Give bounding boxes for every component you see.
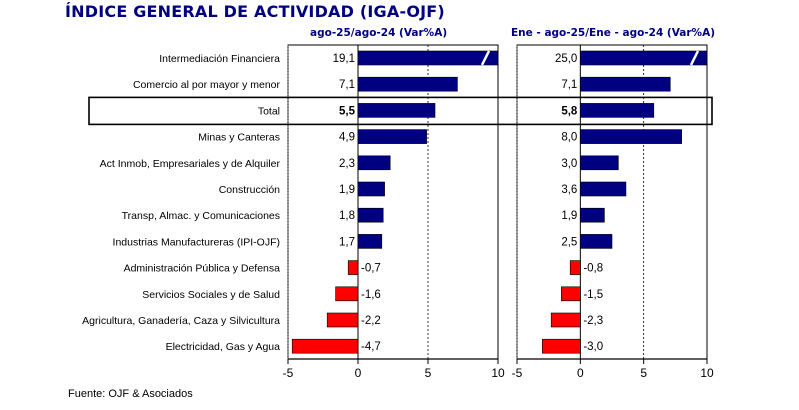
left-panel-subtitle: ago-25/ago-24 (Var%A) <box>310 27 448 39</box>
data-label: 1,8 <box>339 210 355 222</box>
category-label: Administración Pública y Defensa <box>124 263 281 275</box>
bar <box>357 181 385 197</box>
axis-break-mark <box>480 50 491 66</box>
x-tick-label: 5 <box>640 366 647 380</box>
bar <box>569 260 581 275</box>
data-label: 2,3 <box>339 158 355 170</box>
bar <box>561 286 581 302</box>
bar <box>347 260 359 275</box>
bar <box>580 50 708 66</box>
bar <box>357 155 391 171</box>
bar <box>580 76 671 92</box>
category-label: Servicios Sociales y de Salud <box>142 289 280 301</box>
x-tick-label: 0 <box>355 366 362 380</box>
source-note: Fuente: OJF & Asociados <box>68 388 193 400</box>
category-label: Total <box>258 105 280 117</box>
data-label: -2,3 <box>583 315 603 327</box>
category-label: Electricidad, Gas y Agua <box>166 341 281 353</box>
plot-frame-1 <box>516 44 708 360</box>
data-label: 1,9 <box>561 210 577 222</box>
bar <box>326 312 359 328</box>
category-label: Industrias Manufactureras (IPI-OJF) <box>113 236 280 248</box>
category-label: Agricultura, Ganadería, Caza y Silvicult… <box>82 315 280 327</box>
chart-title: ÍNDICE GENERAL DE ACTIVIDAD (IGA-OJF) <box>65 2 445 21</box>
data-label: 3,0 <box>561 158 577 170</box>
bar <box>357 234 383 249</box>
bar <box>357 103 436 118</box>
bar <box>580 155 619 171</box>
category-label: Minas y Canteras <box>198 132 280 144</box>
data-label: 5,8 <box>561 105 578 117</box>
bar <box>357 129 427 144</box>
data-label: 4,9 <box>339 132 355 144</box>
data-label: -1,6 <box>361 289 381 301</box>
data-label: 7,1 <box>339 79 355 91</box>
x-tick-label: 5 <box>425 366 432 380</box>
data-label: 2,5 <box>561 236 577 248</box>
data-label: 7,1 <box>561 79 577 91</box>
bar <box>580 234 613 249</box>
axis-break-mark <box>689 50 700 66</box>
data-label: 1,7 <box>339 236 355 248</box>
data-label: 25,0 <box>555 53 577 65</box>
data-label: 5,5 <box>339 105 356 117</box>
bar <box>357 76 458 92</box>
data-label: -2,2 <box>361 315 381 327</box>
bar <box>542 338 581 354</box>
category-label: Act Inmob, Empresariales y de Alquiler <box>100 158 281 170</box>
plot-frame-0 <box>287 44 499 360</box>
category-label: Transp, Almac. y Comunicaciones <box>122 210 280 222</box>
data-label: 8,0 <box>561 132 577 144</box>
x-tick-label: 0 <box>577 366 584 380</box>
bar <box>291 338 359 354</box>
data-label: -0,7 <box>361 263 381 275</box>
bar <box>580 207 605 223</box>
category-label: Construcción <box>219 184 280 196</box>
x-tick-label: -5 <box>512 366 523 380</box>
total-highlight-box <box>88 96 713 126</box>
data-label: -0,8 <box>583 263 603 275</box>
bar <box>580 129 682 144</box>
bar <box>550 312 581 328</box>
bar <box>357 207 384 223</box>
data-label: 3,6 <box>561 184 577 196</box>
data-label: -1,5 <box>583 289 603 301</box>
bar <box>580 181 627 197</box>
category-label: Comercio al por mayor y menor <box>133 79 281 91</box>
x-tick-label: 10 <box>491 366 505 380</box>
x-tick-label: 10 <box>700 366 714 380</box>
data-label: 1,9 <box>339 184 355 196</box>
bar <box>357 50 499 66</box>
bar <box>335 286 359 302</box>
x-tick-label: -5 <box>283 366 294 380</box>
bar <box>580 103 655 118</box>
data-label: -3,0 <box>583 341 603 353</box>
data-label: 19,1 <box>333 53 355 65</box>
category-label: Intermediación Financiera <box>159 53 280 65</box>
data-label: -4,7 <box>361 341 381 353</box>
right-panel-subtitle: Ene - ago-25/Ene - ago-24 (Var%A) <box>511 27 715 39</box>
